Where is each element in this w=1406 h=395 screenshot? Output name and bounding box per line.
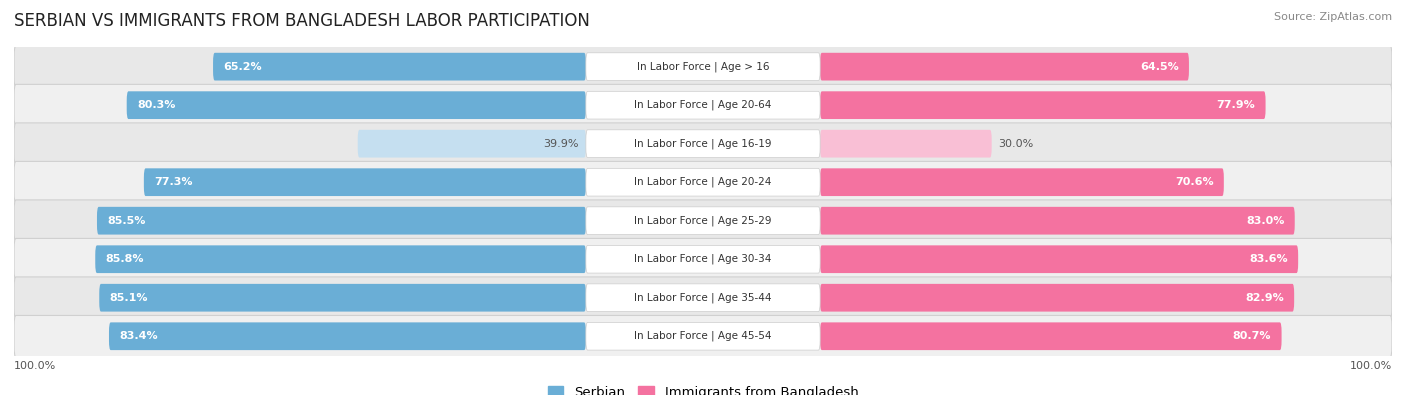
FancyBboxPatch shape bbox=[820, 130, 991, 158]
FancyBboxPatch shape bbox=[820, 284, 1294, 312]
FancyBboxPatch shape bbox=[97, 207, 586, 235]
FancyBboxPatch shape bbox=[820, 322, 1282, 350]
Text: In Labor Force | Age 20-24: In Labor Force | Age 20-24 bbox=[634, 177, 772, 188]
FancyBboxPatch shape bbox=[14, 162, 1392, 203]
Text: Source: ZipAtlas.com: Source: ZipAtlas.com bbox=[1274, 12, 1392, 22]
FancyBboxPatch shape bbox=[100, 284, 586, 312]
Text: 85.5%: 85.5% bbox=[107, 216, 146, 226]
Text: 39.9%: 39.9% bbox=[544, 139, 579, 149]
FancyBboxPatch shape bbox=[14, 46, 1392, 87]
FancyBboxPatch shape bbox=[96, 245, 586, 273]
Text: 77.9%: 77.9% bbox=[1216, 100, 1256, 110]
Text: 82.9%: 82.9% bbox=[1246, 293, 1284, 303]
Text: 100.0%: 100.0% bbox=[14, 361, 56, 371]
FancyBboxPatch shape bbox=[14, 200, 1392, 241]
Text: 83.6%: 83.6% bbox=[1249, 254, 1288, 264]
FancyBboxPatch shape bbox=[586, 91, 820, 119]
FancyBboxPatch shape bbox=[14, 85, 1392, 126]
FancyBboxPatch shape bbox=[127, 91, 586, 119]
FancyBboxPatch shape bbox=[357, 130, 586, 158]
FancyBboxPatch shape bbox=[586, 207, 820, 235]
FancyBboxPatch shape bbox=[14, 123, 1392, 164]
Text: 85.1%: 85.1% bbox=[110, 293, 148, 303]
FancyBboxPatch shape bbox=[820, 91, 1265, 119]
FancyBboxPatch shape bbox=[110, 322, 586, 350]
Text: In Labor Force | Age > 16: In Labor Force | Age > 16 bbox=[637, 61, 769, 72]
Text: 83.0%: 83.0% bbox=[1246, 216, 1285, 226]
Text: 85.8%: 85.8% bbox=[105, 254, 143, 264]
FancyBboxPatch shape bbox=[586, 245, 820, 273]
FancyBboxPatch shape bbox=[14, 316, 1392, 357]
FancyBboxPatch shape bbox=[214, 53, 586, 81]
Text: In Labor Force | Age 20-64: In Labor Force | Age 20-64 bbox=[634, 100, 772, 111]
FancyBboxPatch shape bbox=[820, 168, 1223, 196]
Text: 80.7%: 80.7% bbox=[1233, 331, 1271, 341]
FancyBboxPatch shape bbox=[586, 53, 820, 81]
Legend: Serbian, Immigrants from Bangladesh: Serbian, Immigrants from Bangladesh bbox=[543, 381, 863, 395]
Text: 70.6%: 70.6% bbox=[1175, 177, 1213, 187]
Text: In Labor Force | Age 25-29: In Labor Force | Age 25-29 bbox=[634, 215, 772, 226]
Text: In Labor Force | Age 45-54: In Labor Force | Age 45-54 bbox=[634, 331, 772, 342]
Text: 83.4%: 83.4% bbox=[120, 331, 157, 341]
FancyBboxPatch shape bbox=[586, 130, 820, 158]
FancyBboxPatch shape bbox=[586, 284, 820, 312]
Text: In Labor Force | Age 16-19: In Labor Force | Age 16-19 bbox=[634, 138, 772, 149]
Text: In Labor Force | Age 30-34: In Labor Force | Age 30-34 bbox=[634, 254, 772, 265]
Text: 30.0%: 30.0% bbox=[998, 139, 1033, 149]
Text: 80.3%: 80.3% bbox=[136, 100, 176, 110]
FancyBboxPatch shape bbox=[820, 245, 1298, 273]
Text: 77.3%: 77.3% bbox=[155, 177, 193, 187]
FancyBboxPatch shape bbox=[586, 168, 820, 196]
FancyBboxPatch shape bbox=[820, 207, 1295, 235]
FancyBboxPatch shape bbox=[820, 53, 1189, 81]
FancyBboxPatch shape bbox=[143, 168, 586, 196]
FancyBboxPatch shape bbox=[14, 239, 1392, 280]
Text: In Labor Force | Age 35-44: In Labor Force | Age 35-44 bbox=[634, 292, 772, 303]
Text: 65.2%: 65.2% bbox=[224, 62, 262, 71]
Text: 100.0%: 100.0% bbox=[1350, 361, 1392, 371]
Text: SERBIAN VS IMMIGRANTS FROM BANGLADESH LABOR PARTICIPATION: SERBIAN VS IMMIGRANTS FROM BANGLADESH LA… bbox=[14, 12, 591, 30]
Text: 64.5%: 64.5% bbox=[1140, 62, 1178, 71]
FancyBboxPatch shape bbox=[14, 277, 1392, 318]
FancyBboxPatch shape bbox=[586, 322, 820, 350]
